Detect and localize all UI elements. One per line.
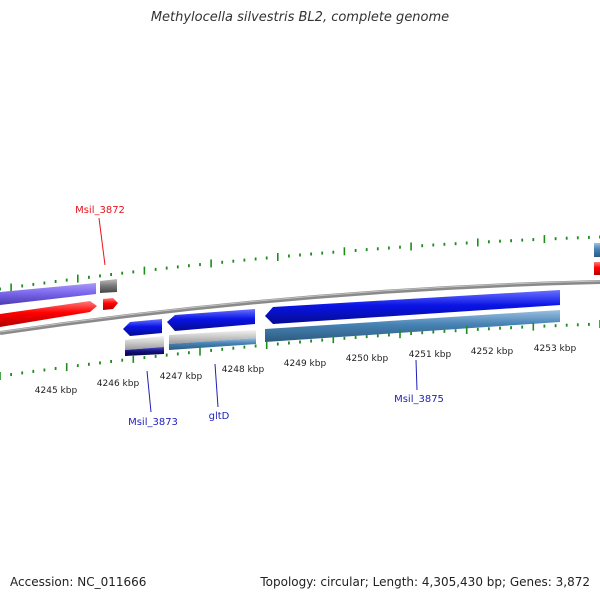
ruler-tick-label: 4252 kbp [471, 347, 514, 357]
gene-label-msil-3873: Msil_3873 [128, 417, 178, 428]
ruler-tick-label: 4245 kbp [35, 386, 78, 396]
genome-backbone-highlight [0, 280, 600, 333]
leader-msil-3875 [415, 359, 418, 391]
feature-gltd-steel [169, 338, 256, 350]
feature-msil-3872-red [103, 298, 118, 310]
feature-right-edge-red [594, 262, 600, 275]
ruler-labels: 4245 kbp 4246 kbp 4247 kbp 4248 kbp 4249 kbp… [35, 344, 577, 396]
gene-label-msil-3875: Msil_3875 [394, 394, 444, 405]
feature-msil-3875-steel [265, 310, 560, 342]
forward-cds-left [0, 283, 96, 305]
ruler-tick-label: 4246 kbp [97, 379, 140, 389]
outer-tick-ruler [0, 235, 600, 292]
feature-gltd-light [169, 330, 256, 344]
ruler-tick-label: 4248 kbp [222, 365, 265, 375]
ruler-tick-label: 4250 kbp [346, 354, 389, 364]
leader-msil-3872 [98, 217, 106, 266]
ruler-tick-label: 4249 kbp [284, 359, 327, 369]
reverse-cds-msil-3873 [123, 319, 162, 336]
ruler-tick-label: 4253 kbp [534, 344, 577, 354]
map-title: Methylocella silvestris BL2, complete ge… [150, 10, 450, 25]
accession-text: Accession: NC_011666 [10, 575, 147, 589]
reverse-cds-msil-3875 [265, 290, 560, 324]
feature-msil-3873-navy [125, 347, 164, 356]
ruler-tick-label: 4247 kbp [160, 372, 203, 382]
forward-cds-right-edge [594, 243, 600, 257]
feature-msil-3873-light [125, 336, 164, 350]
feature-left-red [0, 301, 97, 327]
reverse-cds-gltd [167, 309, 255, 331]
forward-cds-msil-3872 [100, 279, 117, 293]
leader-msil-3873 [146, 370, 152, 413]
leader-gltd [214, 363, 219, 408]
genome-backbone [0, 280, 600, 335]
gene-label-msil-3872: Msil_3872 [75, 205, 125, 216]
topology-text: Topology: circular; Length: 4,305,430 bp… [260, 575, 590, 589]
gene-label-gltd: gltD [209, 411, 230, 422]
inner-tick-ruler [0, 320, 600, 380]
ruler-tick-label: 4251 kbp [409, 350, 452, 360]
